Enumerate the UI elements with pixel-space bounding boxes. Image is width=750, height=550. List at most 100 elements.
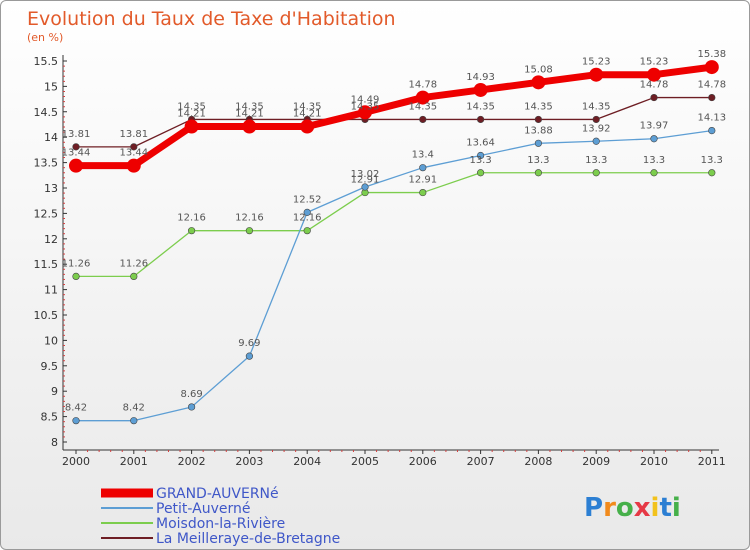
data-point-grand-auvern — [647, 67, 661, 82]
data-point-petit-auvern — [130, 417, 138, 425]
series-line-petit-auvern — [76, 129, 712, 422]
series-line-grand-auvern — [76, 63, 713, 170]
legend-label: GRAND-AUVERNé — [156, 486, 279, 502]
y-tick-label: 8 — [51, 436, 58, 449]
series-line-la-meilleraye-de-bretagne — [76, 96, 712, 148]
data-label-petit-auvern: 13.92 — [582, 123, 611, 134]
x-tick-label: 2011 — [698, 455, 726, 468]
data-label-petit-auvern: 13.97 — [640, 121, 669, 132]
series-line-moisdon-la-rivi-re — [76, 172, 712, 278]
x-tick-label: 2000 — [62, 455, 90, 468]
x-tick-label: 2001 — [120, 455, 148, 468]
data-point-moisdon-la-rivi-re — [477, 169, 485, 177]
y-tick-label: 15.5 — [34, 55, 59, 68]
data-label-grand-auvern: 14.78 — [408, 80, 437, 91]
y-tick-label: 11.5 — [34, 258, 59, 271]
y-tick-label: 10.5 — [34, 309, 59, 322]
data-point-moisdon-la-rivi-re — [419, 188, 427, 197]
data-label-moisdon-la-rivi-re: 13.3 — [643, 155, 665, 166]
data-point-moisdon-la-rivi-re — [534, 169, 543, 177]
data-point-moisdon-la-rivi-re — [130, 272, 138, 280]
data-label-petit-auvern: 8.42 — [65, 403, 87, 414]
data-point-grand-auvern — [358, 105, 372, 120]
data-label-moisdon-la-rivi-re: 12.16 — [293, 213, 322, 224]
y-tick-label: 15 — [44, 80, 58, 93]
x-tick-label: 2004 — [293, 455, 321, 468]
chart-title: Evolution du Taux de Taxe d'Habitation — [27, 8, 396, 30]
data-point-la-meilleraye-de-bretagne — [534, 115, 543, 124]
data-point-petit-auvern — [245, 352, 253, 360]
data-point-moisdon-la-rivi-re — [592, 169, 600, 177]
y-tick-label: 10 — [44, 334, 58, 347]
data-point-grand-auvern — [242, 119, 257, 134]
data-point-la-meilleraye-de-bretagne — [708, 93, 716, 102]
data-label-petit-auvern: 13.64 — [466, 137, 495, 148]
data-point-grand-auvern — [184, 119, 199, 134]
logo-letter: o — [616, 493, 634, 523]
data-point-petit-auvern — [650, 135, 658, 143]
data-label-moisdon-la-rivi-re: 13.3 — [469, 155, 491, 166]
data-label-grand-auvern: 13.44 — [62, 148, 91, 159]
data-label-petit-auvern: 14.13 — [697, 113, 726, 124]
data-label-la-meilleraye-de-bretagne: 14.35 — [582, 101, 611, 112]
logo-letter: P — [584, 493, 603, 523]
x-tick-label: 2005 — [351, 455, 379, 468]
x-tick-label: 2006 — [409, 455, 437, 468]
y-tick-label: 8.5 — [41, 411, 59, 424]
data-point-grand-auvern — [415, 90, 430, 105]
data-label-grand-auvern: 13.44 — [119, 148, 148, 159]
data-label-moisdon-la-rivi-re: 12.16 — [177, 213, 206, 224]
x-tick-label: 2003 — [235, 455, 263, 468]
data-point-grand-auvern — [531, 75, 546, 90]
x-tick-label: 2010 — [640, 455, 668, 468]
data-point-petit-auvern — [477, 151, 485, 160]
data-label-grand-auvern: 15.08 — [524, 64, 553, 75]
y-tick-label: 13 — [44, 182, 58, 195]
data-label-moisdon-la-rivi-re: 12.16 — [235, 213, 264, 224]
data-label-grand-auvern: 15.23 — [582, 57, 611, 68]
logo-letter: i — [672, 493, 681, 523]
data-label-moisdon-la-rivi-re: 13.3 — [701, 155, 723, 166]
y-tick-label: 9 — [51, 385, 58, 398]
data-label-la-meilleraye-de-bretagne: 14.78 — [697, 80, 726, 91]
data-label-petit-auvern: 8.69 — [180, 389, 202, 400]
data-point-moisdon-la-rivi-re — [303, 227, 311, 235]
x-tick-label: 2009 — [582, 455, 610, 468]
y-tick-label: 14 — [44, 131, 58, 144]
data-label-grand-auvern: 14.93 — [466, 72, 495, 83]
data-label-grand-auvern: 14.49 — [351, 94, 380, 105]
data-label-petit-auvern: 13.88 — [524, 125, 553, 136]
data-point-grand-auvern — [704, 60, 719, 75]
data-label-la-meilleraye-de-bretagne: 13.81 — [62, 129, 91, 140]
data-point-petit-auvern — [188, 403, 196, 411]
axes: 8 8.5 9 9.5 10 10.5 11 11.5 12 12.5 13 13.5 14 14.5 15… — [34, 55, 726, 468]
data-label-la-meilleraye-de-bretagne: 14.35 — [408, 101, 437, 112]
chart-subtitle: (en %) — [27, 31, 63, 44]
data-label-moisdon-la-rivi-re: 11.26 — [62, 258, 91, 269]
y-tick-label: 12 — [44, 233, 58, 246]
y-tick-label: 13.5 — [34, 157, 59, 170]
y-tick-label: 11 — [44, 284, 58, 297]
data-point-petit-auvern — [303, 208, 311, 216]
x-tick-label: 2007 — [467, 455, 495, 468]
proxiti-logo: Proxiti — [584, 493, 681, 523]
data-point-petit-auvern — [534, 139, 543, 147]
data-label-petit-auvern: 13.02 — [351, 169, 380, 180]
data-point-petit-auvern — [361, 183, 369, 191]
x-tick-label: 2002 — [178, 455, 206, 468]
data-label-petit-auvern: 9.69 — [238, 338, 260, 349]
data-label-la-meilleraye-de-bretagne: 14.35 — [235, 101, 264, 112]
data-point-grand-auvern — [126, 158, 141, 173]
data-point-la-meilleraye-de-bretagne — [592, 115, 600, 124]
data-label-grand-auvern: 14.21 — [293, 109, 322, 120]
data-labels: 13.81 13.81 14.35 14.35 14.35 14.35 14.35 14.35… — [62, 49, 726, 414]
data-label-petit-auvern: 8.42 — [123, 403, 145, 414]
data-label-la-meilleraye-de-bretagne: 14.35 — [466, 101, 495, 112]
data-point-la-meilleraye-de-bretagne — [72, 143, 80, 151]
data-label-grand-auvern: 15.23 — [640, 57, 669, 68]
y-tick-label: 14.5 — [34, 106, 59, 119]
data-point-petit-auvern — [72, 417, 80, 425]
data-point-moisdon-la-rivi-re — [72, 272, 80, 280]
legend-label: Petit-Auverné — [156, 501, 251, 517]
legend-label: Moisdon-la-Rivière — [156, 516, 285, 532]
